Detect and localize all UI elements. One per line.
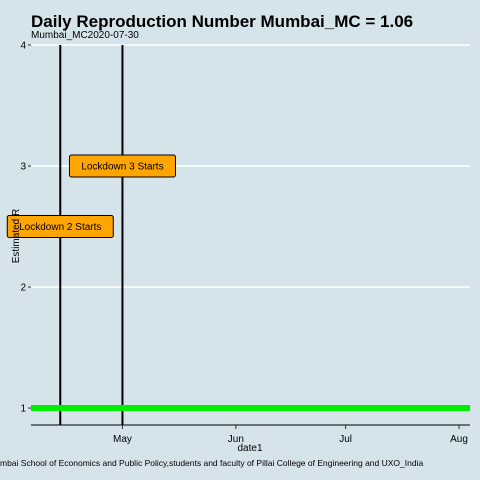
- x-tick-label: Jun: [228, 434, 244, 445]
- annotation-label: Lockdown 2 Starts: [19, 222, 101, 233]
- y-tick-label: 4: [20, 41, 26, 52]
- x-axis-label: date1: [237, 443, 262, 454]
- y-axis-label: Estimated R: [11, 209, 22, 263]
- x-tick-label: Aug: [450, 434, 468, 445]
- annotation-box: [6, 215, 114, 239]
- annotation-label: Lockdown 3 Starts: [81, 162, 163, 173]
- y-tick-label: 2: [20, 283, 26, 294]
- annotation-box: [68, 154, 176, 178]
- x-tick-label: Jul: [339, 434, 352, 445]
- y-tick-label: 1: [20, 404, 26, 415]
- y-tick-label: 3: [20, 162, 26, 173]
- plot-area: 1 2 3 4 May Jun Jul Aug Lockdown 2 Starts Lockdow…: [6, 41, 470, 445]
- chart-subtitle: Mumbai_MC2020-07-30: [31, 30, 139, 41]
- chart-caption: mbai School of Economics and Public Poli…: [0, 458, 423, 468]
- x-tick-label: May: [113, 434, 132, 445]
- chart-title: Daily Reproduction Number Mumbai_MC = 1.…: [31, 12, 413, 31]
